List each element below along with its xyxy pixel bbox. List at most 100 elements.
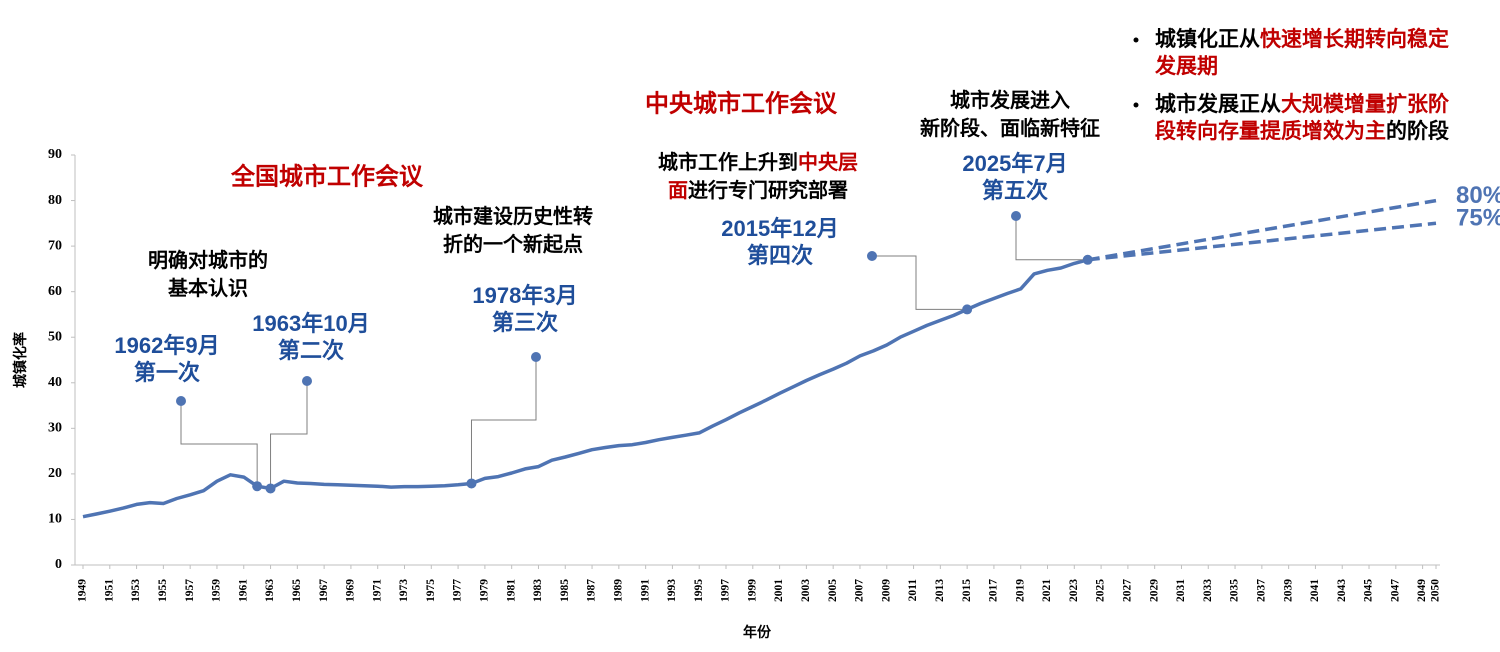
callout-dot [176,396,186,406]
event-note-part: 折的一个新起点 [443,232,583,256]
value-label: 75% [1456,205,1500,232]
x-tick-label: 2029 [1148,579,1160,602]
x-tick-label: 1951 [103,579,115,602]
x-tick-label: 1983 [532,579,544,602]
x-tick-label: 2041 [1309,579,1321,602]
y-tick-label: 0 [55,557,62,572]
bullet-text: 城市发展正从大规模增量扩张阶 [1155,92,1450,116]
x-tick-label: 2043 [1336,579,1348,602]
event-note-part: 面 [668,180,688,202]
event-date: 1978年3月 [472,283,577,308]
event-note: 新阶段、面临新特征 [920,116,1100,140]
y-tick-label: 40 [48,375,62,390]
x-tick-label: 1981 [505,579,517,602]
x-tick-label: 2033 [1202,579,1214,602]
y-tick-label: 50 [48,329,62,344]
event-marker [962,304,973,315]
x-tick-label: 2017 [988,579,1000,602]
x-tick-label: 1973 [398,579,410,602]
x-tick-label: 2021 [1041,579,1053,602]
event-note-part: 基本认识 [168,277,248,300]
event-note: 基本认识 [168,277,248,300]
event-note-part: 明确对城市的 [148,248,268,272]
x-tick-label: 1949 [77,579,89,602]
bullet-text-part: 的阶段 [1386,119,1449,143]
x-tick-label: 1963 [264,579,276,602]
x-tick-label: 2045 [1363,579,1375,602]
event-note: 城市工作上升到中央层 [658,150,858,174]
x-tick-label: 2035 [1229,579,1241,602]
event-date: 1962年9月 [114,333,219,358]
y-tick-label: 10 [48,512,62,527]
callout-line [1015,216,1088,261]
bullet-text: 城镇化正从快速增长期转向稳定 [1155,27,1449,51]
x-tick-label: 2023 [1068,579,1080,602]
callout-dot [531,352,541,362]
value-label: 80% [1456,182,1500,209]
x-tick-label: 2013 [934,579,946,602]
event-marker [1082,254,1093,265]
event-name: 第二次 [278,338,344,363]
x-tick-label: 2039 [1282,579,1294,602]
x-tick-label: 2009 [880,579,892,602]
callout-dot [867,251,877,261]
y-axis-label: 城镇化率 [12,332,29,388]
event-note-part: 城市建设历史性转 [433,204,593,228]
event-note-part: 城市发展进入 [950,88,1070,112]
y-tick-label: 20 [48,466,62,481]
x-tick-label: 1953 [130,579,142,602]
callout-line [270,381,308,489]
event-name: 第三次 [492,310,558,335]
x-tick-label: 1961 [237,579,249,602]
event-note-part: 进行专门研究部署 [688,178,848,202]
event-date: 2025年7月 [962,151,1067,176]
x-tick-label: 1969 [345,579,357,602]
x-tick-label: 2050 [1430,579,1442,602]
bullet-text-part: 城市发展正从 [1155,92,1281,116]
x-tick-label: 1989 [612,579,624,602]
event-date: 2015年12月 [721,216,838,241]
bullet-text: 段转向存量提质增效为主的阶段 [1155,119,1449,143]
x-tick-label: 2025 [1095,579,1107,602]
projection-line [1087,221,1437,262]
event-note: 明确对城市的 [148,248,268,272]
x-tick-label: 2005 [827,579,839,602]
event-note: 折的一个新起点 [443,232,583,256]
event-name: 第五次 [982,178,1048,203]
x-tick-label: 1957 [184,579,196,602]
x-tick-label: 1995 [693,579,705,602]
x-tick-label: 1985 [559,579,571,602]
x-tick-label: 1979 [479,579,491,602]
x-tick-label: 2031 [1175,579,1187,602]
x-tick-label: 1993 [666,579,678,602]
event-note-part: 新阶段、面临新特征 [920,116,1100,140]
y-tick-label: 80 [48,193,62,208]
x-tick-label: 1977 [452,579,464,602]
event-marker [252,481,263,492]
x-tick-label: 2003 [800,579,812,602]
event-name: 第四次 [747,243,813,268]
bullet-text-part: 大规模增量扩张阶 [1281,92,1450,116]
y-tick-label: 30 [48,421,62,436]
bullet-text-part: 快速增长期转向稳定 [1260,27,1449,51]
callout-dot [302,376,312,386]
x-tick-label: 1991 [639,579,651,602]
x-tick-label: 2011 [907,579,919,602]
x-tick-label: 1987 [586,579,598,602]
x-tick-label: 1959 [211,579,223,602]
bullet-dot [1133,37,1139,43]
callout-line [180,401,258,487]
y-tick-label: 90 [48,147,62,162]
x-tick-label: 2027 [1122,579,1134,602]
callout-line [470,357,537,484]
bullet-text-part: 城镇化正从 [1155,27,1260,51]
bullet-dot [1133,102,1139,108]
event-marker [265,483,276,494]
event-name: 第一次 [134,360,200,385]
x-tick-label: 1999 [746,579,758,602]
x-tick-label: 1975 [425,579,437,602]
heading: 中央城市工作会议 [645,89,838,117]
data-line [82,258,1089,519]
bullet-text-part: 发展期 [1154,54,1218,78]
